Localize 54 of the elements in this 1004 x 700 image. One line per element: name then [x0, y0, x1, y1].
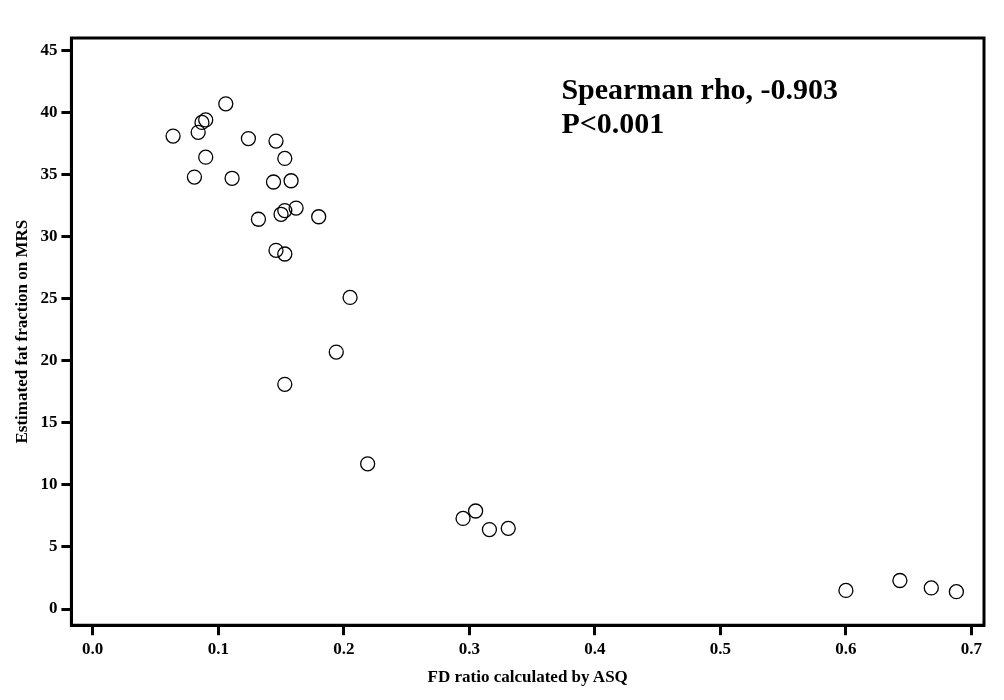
point [500, 520, 516, 537]
x-tick-label: 0.4 [584, 638, 606, 658]
point [250, 211, 267, 227]
point [240, 130, 257, 147]
x-tick-label: 0.5 [709, 638, 732, 658]
point [218, 96, 234, 112]
point [198, 112, 214, 128]
point [268, 242, 284, 258]
point [467, 503, 484, 519]
point [311, 209, 327, 225]
y-tick-label: 5 [48, 536, 58, 556]
y-tick-label: 30 [40, 226, 58, 246]
point [265, 174, 282, 190]
point [165, 128, 181, 144]
point [481, 521, 498, 538]
point [194, 114, 210, 131]
x-tick-label: 0.3 [458, 638, 480, 658]
point [923, 580, 939, 596]
y-tick-label: 20 [40, 350, 58, 370]
point [277, 202, 293, 219]
x-axis-title: FD ratio calculated by ASQ [427, 667, 628, 687]
point [283, 173, 299, 189]
point [190, 124, 206, 140]
point [273, 206, 289, 222]
point [342, 289, 358, 306]
point [328, 344, 344, 360]
point [838, 582, 854, 599]
point [186, 169, 203, 185]
point [277, 246, 293, 262]
point [268, 133, 284, 149]
y-tick-label: 25 [40, 288, 58, 308]
y-tick-label: 35 [40, 163, 58, 183]
y-tick-label: 0 [48, 598, 58, 618]
point [288, 200, 304, 216]
point [277, 376, 293, 393]
point [455, 510, 471, 527]
x-tick-label: 0.1 [207, 638, 229, 658]
y-tick-label: 15 [40, 412, 58, 432]
point [198, 149, 214, 165]
x-tick-label: 0.7 [960, 638, 983, 658]
x-tick-label: 0.0 [82, 638, 104, 658]
annotation: Spearman rho, -0.903 [561, 71, 839, 105]
point [224, 170, 240, 186]
annotation: P<0.001 [561, 105, 665, 139]
y-axis-title: Estimated fat fraction on MRS [11, 219, 31, 444]
point [360, 456, 376, 472]
x-tick-label: 0.6 [835, 638, 857, 658]
y-tick-label: 10 [40, 474, 58, 494]
point [277, 150, 293, 167]
y-tick-label: 40 [40, 101, 58, 121]
point [948, 584, 965, 600]
point [892, 572, 908, 589]
x-tick-label: 0.2 [333, 638, 355, 658]
y-tick-label: 45 [40, 39, 58, 59]
